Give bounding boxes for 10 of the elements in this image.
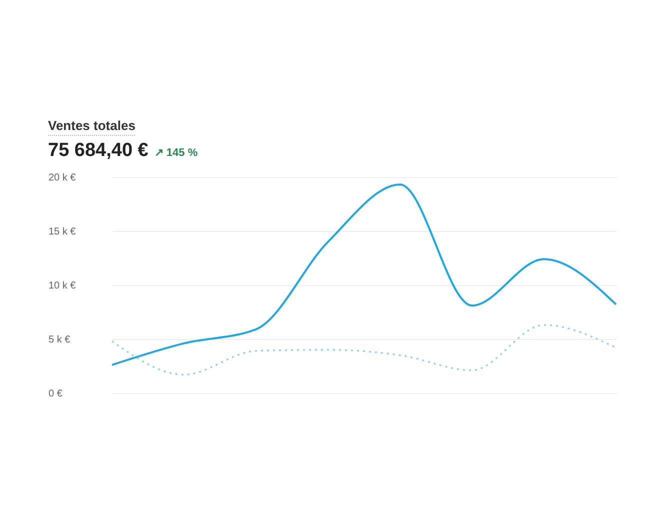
y-tick-label: 10 k € xyxy=(48,280,76,292)
chart-title: Ventes totales xyxy=(48,118,136,136)
line-series xyxy=(111,324,617,376)
line-series xyxy=(111,184,617,366)
chart-subtitle: 75 684,40 € xyxy=(48,140,148,162)
y-tick-label: 15 k € xyxy=(48,226,76,238)
text: ↗ 145 % xyxy=(154,146,198,159)
y-tick-label: 20 k € xyxy=(48,172,76,184)
y-tick-label: 5 k € xyxy=(48,334,71,346)
y-tick-label: 0 € xyxy=(48,388,63,400)
